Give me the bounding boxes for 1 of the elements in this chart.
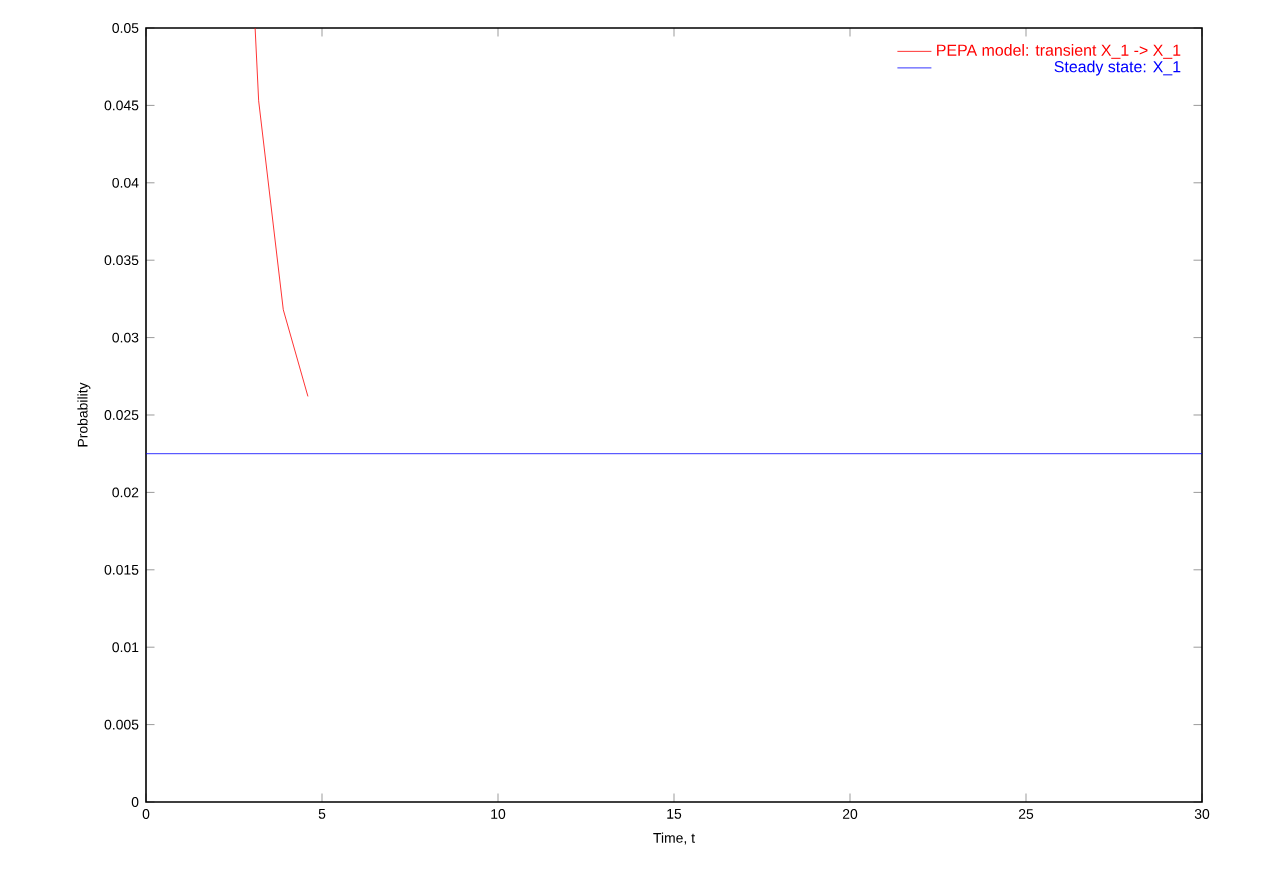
- line-series: [254, 27, 309, 397]
